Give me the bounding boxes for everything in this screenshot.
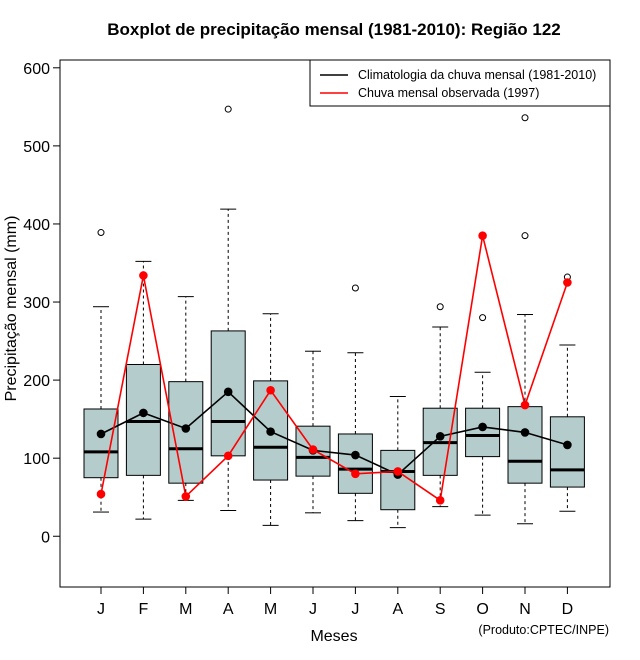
x-tick-label-6: J	[309, 601, 317, 618]
series-point	[96, 429, 106, 439]
y-axis-title: Precipitação mensal (mm)	[3, 216, 20, 402]
outlier-point	[224, 105, 232, 113]
x-tick-label-7: J	[351, 601, 359, 618]
series-point	[223, 387, 233, 397]
box-month-4	[210, 105, 246, 511]
x-tick-label-3: M	[179, 601, 192, 618]
box-month-1	[83, 229, 119, 513]
plot-frame	[59, 59, 611, 588]
x-tick-label-4: A	[223, 601, 234, 618]
y-tick-label-400: 400	[23, 217, 50, 234]
series-point	[351, 450, 360, 460]
series-point	[563, 278, 572, 287]
outlier-point	[97, 229, 105, 237]
series-lines	[96, 231, 572, 505]
outlier-point	[521, 114, 529, 122]
series-point	[478, 422, 487, 432]
box-month-3	[168, 296, 204, 501]
chart-title: Boxplot de precipitação mensal (1981-201…	[107, 20, 561, 39]
series-point	[266, 385, 275, 395]
x-tick-label-12: D	[562, 601, 574, 618]
series-point	[520, 428, 530, 437]
box-month-12	[549, 273, 585, 512]
credit-text: (Produto:CPTEC/INPE)	[478, 623, 609, 637]
x-tick-label-5: M	[264, 601, 277, 618]
y-tick-label-500: 500	[23, 139, 50, 156]
series-line	[100, 235, 569, 502]
box-iqr	[125, 363, 161, 476]
series-point	[181, 424, 191, 433]
series-point	[266, 427, 275, 436]
box-iqr	[83, 408, 119, 479]
boxes-group	[83, 105, 585, 529]
box-month-11	[507, 114, 543, 525]
series-point	[139, 408, 148, 418]
series-point	[435, 432, 445, 441]
y-axis: 0 100 200 300 400 500 600	[23, 61, 60, 546]
box-iqr	[507, 406, 543, 484]
outlier-point	[521, 232, 529, 240]
series-point	[181, 492, 191, 501]
x-tick-label-10: O	[476, 601, 488, 618]
series-point	[308, 445, 318, 454]
series-point	[96, 489, 106, 499]
legend-label-climatology: Climatologia da chuva mensal (1981-2010)	[358, 68, 596, 82]
box-month-2	[125, 260, 161, 520]
y-tick-label-100: 100	[23, 451, 50, 468]
series-point	[223, 451, 233, 461]
series-point	[139, 271, 148, 280]
legend-label-observed: Chuva mensal observada (1997)	[358, 86, 539, 100]
series-observed	[96, 231, 572, 505]
box-iqr	[549, 416, 585, 488]
series-point	[351, 469, 360, 479]
box-month-10	[465, 314, 501, 516]
box-iqr	[337, 433, 373, 494]
outlier-point	[351, 284, 359, 292]
legend-box	[309, 59, 611, 107]
legend: Climatologia da chuva mensal (1981-2010)…	[309, 59, 611, 107]
box-month-7	[337, 284, 373, 522]
box-month-9	[422, 303, 458, 508]
box-iqr	[465, 407, 501, 458]
outlier-point	[436, 303, 444, 311]
x-axis-title: Meses	[310, 628, 357, 645]
series-line	[100, 390, 568, 476]
x-tick-label-8: A	[392, 601, 403, 618]
box-month-8	[380, 395, 416, 529]
y-tick-label-600: 600	[23, 61, 50, 78]
x-tick-label-2: F	[139, 601, 149, 618]
series-point	[435, 496, 445, 505]
series-point	[393, 467, 403, 476]
y-tick-label-200: 200	[23, 373, 50, 390]
y-tick-label-0: 0	[41, 529, 50, 546]
series-point	[563, 440, 572, 450]
x-tick-label-9: S	[435, 601, 446, 618]
x-tick-label-11: N	[519, 601, 531, 618]
series-point	[478, 231, 487, 240]
outlier-point	[479, 314, 487, 322]
y-tick-label-300: 300	[23, 295, 50, 312]
series-point	[520, 400, 530, 410]
x-tick-label-1: J	[97, 601, 105, 618]
